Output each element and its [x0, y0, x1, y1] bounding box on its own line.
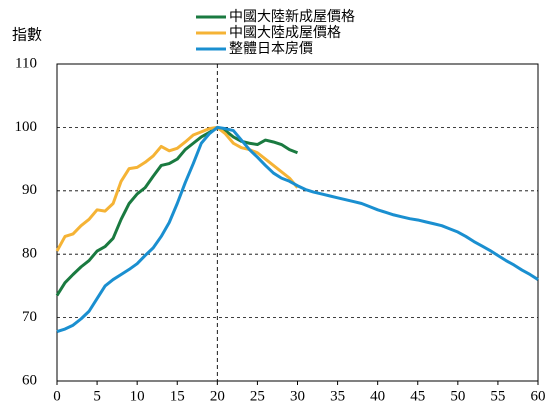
x-tick-label: 30 — [290, 388, 305, 404]
y-tick-label: 80 — [22, 246, 37, 262]
x-tick-label: 5 — [93, 388, 101, 404]
plot-frame — [56, 63, 539, 382]
x-tick-label: 10 — [130, 388, 145, 404]
y-axis-label: 指數 — [12, 26, 42, 43]
x-tick-label: 55 — [490, 388, 505, 404]
x-tick-label: 40 — [370, 388, 385, 404]
legend-label: 中國大陸成屋價格 — [229, 24, 341, 41]
x-tick-label: 0 — [53, 388, 61, 404]
y-tick-label: 100 — [15, 119, 38, 135]
data-line — [55, 125, 299, 297]
data-line — [55, 125, 299, 252]
x-tick-label: 20 — [210, 388, 225, 404]
y-tick-label: 70 — [22, 309, 37, 325]
y-tick-label: 90 — [22, 182, 37, 198]
x-tick-label: 60 — [531, 388, 545, 404]
y-tick-label: 110 — [15, 55, 37, 71]
x-tick-label: 50 — [450, 388, 465, 404]
x-tick-label: 35 — [330, 388, 345, 404]
x-tick-label: 15 — [170, 388, 185, 404]
x-tick-label: 45 — [410, 388, 425, 404]
data-line — [56, 125, 539, 333]
y-tick-label: 60 — [22, 372, 37, 388]
legend-label: 中國大陸新成屋價格 — [229, 8, 355, 25]
x-tick-label: 25 — [250, 388, 265, 404]
legend-label: 整體日本房價 — [229, 40, 313, 57]
